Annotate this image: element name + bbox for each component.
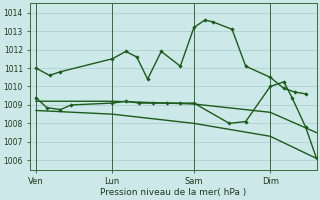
X-axis label: Pression niveau de la mer( hPa ): Pression niveau de la mer( hPa ) <box>100 188 247 197</box>
